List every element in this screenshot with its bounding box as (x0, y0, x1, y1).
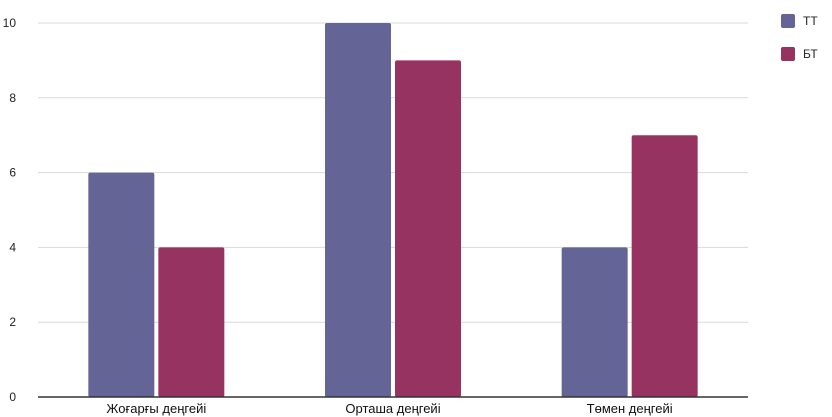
legend-swatch-bt (781, 47, 795, 61)
y-tick-label: 0 (9, 390, 16, 404)
y-tick-label: 2 (9, 315, 16, 329)
bar-bt-0 (158, 247, 225, 397)
x-axis-labels: Жоғарғы деңгейі Орташа деңгейі Төмен деңге… (106, 401, 672, 416)
y-tick-label: 10 (3, 16, 17, 30)
legend-label-bt: БТ (803, 47, 818, 61)
bar-bt-1 (395, 60, 461, 398)
bars (88, 23, 698, 398)
grid-layer (38, 22, 748, 323)
y-axis-ticks: 0 2 4 6 8 10 (3, 16, 17, 404)
bar-tt-2 (561, 247, 628, 397)
x-category-label: Орташа деңгейі (345, 401, 440, 416)
legend-label-tt: ТТ (803, 14, 818, 28)
y-tick-label: 8 (9, 91, 16, 105)
bar-tt-1 (325, 23, 391, 397)
x-category-label: Жоғарғы деңгейі (106, 401, 206, 416)
y-tick-label: 6 (9, 166, 16, 180)
bar-bt-2 (631, 135, 698, 397)
y-tick-label: 4 (9, 240, 16, 254)
bar-tt-0 (88, 172, 155, 397)
legend-swatch-tt (781, 14, 795, 28)
legend: ТТ БТ (781, 14, 818, 61)
x-category-label: Төмен деңгейі (587, 401, 673, 416)
